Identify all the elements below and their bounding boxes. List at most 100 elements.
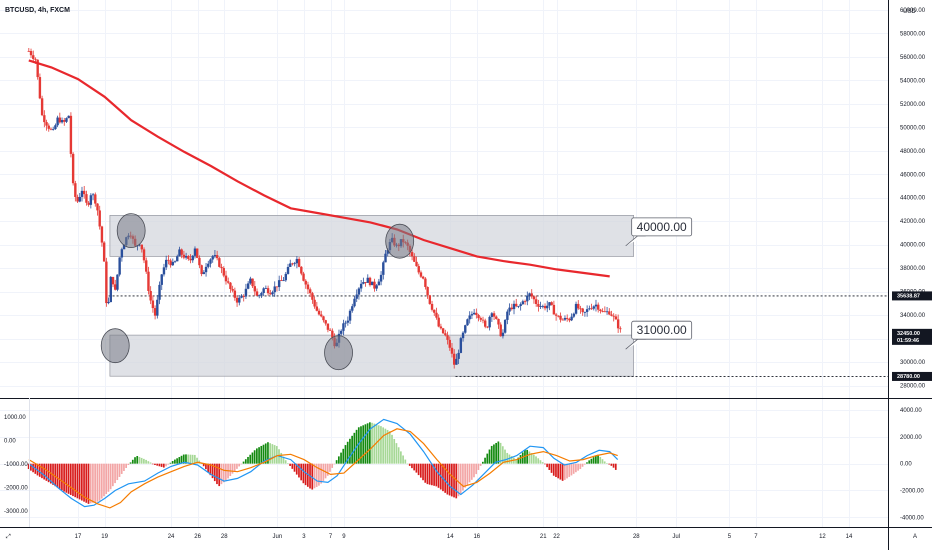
macd-bar xyxy=(196,457,198,464)
macd-bar xyxy=(435,463,438,487)
macd-bar xyxy=(561,463,564,481)
candle-body xyxy=(528,293,531,296)
macd-bar xyxy=(608,463,610,465)
time-tick-label: 14 xyxy=(846,534,853,540)
time-tick-label: Jun xyxy=(273,534,283,540)
candle-body xyxy=(326,323,330,330)
candle-body xyxy=(592,306,595,309)
candle-body xyxy=(550,302,553,305)
candle-body xyxy=(515,303,518,307)
macd-bar xyxy=(329,463,331,472)
macd-bar xyxy=(211,463,214,479)
candle-body xyxy=(537,304,540,307)
macd-bar xyxy=(583,463,586,465)
macd-bar xyxy=(187,454,190,464)
macd-bar xyxy=(160,463,163,467)
candle-body xyxy=(280,280,283,281)
macd-bar xyxy=(251,452,254,464)
highlight-circles xyxy=(100,213,415,371)
candle-body xyxy=(60,120,64,123)
candle-body xyxy=(147,271,150,291)
macd-bar xyxy=(508,454,511,464)
candle-body xyxy=(264,288,268,289)
macd-bar xyxy=(105,463,108,495)
macd-bar xyxy=(386,429,389,464)
candle-body xyxy=(65,118,68,122)
candle-body xyxy=(224,275,228,282)
candle-body xyxy=(568,318,571,321)
time-axis[interactable]: 17 19 24 26 28 Jun 3 7 9 14 16 21 22 28 Jul 5 7 12 14 xyxy=(75,534,853,540)
candle-body xyxy=(565,317,569,319)
macd-bar xyxy=(484,457,486,464)
time-tick-label: 5 xyxy=(728,534,732,540)
macd-bar xyxy=(442,463,444,492)
macd-bar xyxy=(521,452,524,464)
macd-bar xyxy=(154,463,156,466)
candle-body xyxy=(162,267,166,275)
candle-body xyxy=(317,310,321,315)
candle-body xyxy=(517,306,520,307)
candle-body xyxy=(291,263,294,265)
macd-bar xyxy=(581,463,584,467)
candle-body xyxy=(450,347,454,354)
macd-bar xyxy=(526,449,529,464)
candle-body xyxy=(273,286,276,293)
candle-body xyxy=(27,50,31,52)
macd-bar xyxy=(291,463,294,469)
candle-body xyxy=(262,288,265,294)
candle-body xyxy=(457,352,460,359)
macd-inner-tick-label: -2000.00 xyxy=(4,486,28,492)
auto-scale-icon[interactable]: A xyxy=(913,534,917,540)
macd-axis[interactable]: -4000.00 -2000.00 0.00 2000.00 4000.00 xyxy=(900,408,924,521)
candle-body xyxy=(523,301,527,303)
price-axis[interactable]: 28000.0030000.0032000.0034000.0036000.00… xyxy=(900,8,926,390)
macd-inner-tick-label: -3000.00 xyxy=(4,509,28,515)
macd-bar xyxy=(271,444,274,464)
price-tick-label: 30000.00 xyxy=(900,360,926,366)
macd-bar xyxy=(233,463,236,472)
macd-bar xyxy=(213,463,216,482)
candle-body xyxy=(497,318,500,325)
macd-bar xyxy=(322,463,325,481)
macd-bar xyxy=(109,463,112,490)
candle-body xyxy=(419,272,423,277)
macd-bar xyxy=(131,459,134,464)
candle-body xyxy=(490,313,494,317)
macd-inner-tick-label: -1000.00 xyxy=(4,462,28,468)
candle-body xyxy=(94,194,97,204)
macd-bar xyxy=(537,458,540,464)
macd-bar xyxy=(207,463,209,473)
candle-body xyxy=(49,128,53,130)
candle-body xyxy=(570,316,573,321)
candle-body xyxy=(439,326,443,329)
candle-body xyxy=(105,261,108,304)
price-tick-label: 50000.00 xyxy=(900,125,926,131)
candle-body xyxy=(331,330,334,338)
macd-bar xyxy=(499,442,502,464)
zoom-icon[interactable]: ⤢ xyxy=(6,533,11,540)
macd-inner-tick-label: 1000.00 xyxy=(4,415,26,421)
macd-bar xyxy=(191,454,194,464)
candle-body xyxy=(475,312,478,315)
macd-bar xyxy=(477,463,480,471)
macd-bar xyxy=(506,452,509,464)
candle-body xyxy=(492,313,496,317)
macd-bar xyxy=(411,463,413,469)
price-tick-label: 54000.00 xyxy=(900,78,926,84)
candle-body xyxy=(532,296,536,300)
macd-bar xyxy=(424,463,427,483)
macd-bar xyxy=(382,427,384,464)
candle-body xyxy=(111,276,115,285)
candle-body xyxy=(495,316,498,319)
macd-bar xyxy=(428,463,431,485)
candle-body xyxy=(169,260,172,266)
candle-body xyxy=(503,319,507,333)
price-tick-label: 38000.00 xyxy=(900,266,926,272)
candle-body xyxy=(362,282,365,284)
candle-body xyxy=(284,273,288,281)
candle-body xyxy=(359,283,363,289)
candle-body xyxy=(306,284,310,290)
candle-body xyxy=(36,59,39,78)
